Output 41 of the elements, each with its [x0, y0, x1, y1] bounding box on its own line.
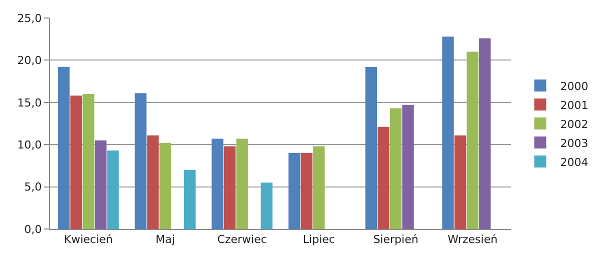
y-tick-label: 5,0: [24, 180, 42, 194]
x-tick-label: Sierpień: [373, 233, 418, 246]
bar: [288, 153, 300, 229]
bar: [82, 94, 94, 229]
bar: [260, 182, 273, 229]
legend-label: 2003: [560, 136, 588, 150]
bar: [442, 36, 454, 229]
legend-label: 2000: [560, 80, 588, 93]
bar: [70, 96, 82, 229]
bar: [224, 146, 236, 229]
bar: [58, 66, 70, 229]
y-tick-label: 25,0: [17, 12, 42, 25]
bar: [365, 66, 377, 229]
legend-label: 2002: [560, 118, 588, 131]
bar: [236, 138, 248, 229]
x-tick-label: Wrzesień: [448, 233, 498, 246]
bar: [466, 52, 478, 229]
x-tick-label: Czerwiec: [217, 233, 267, 246]
bar: [134, 93, 146, 229]
bar: [454, 135, 466, 229]
legend-label: 2004: [560, 156, 588, 169]
bar: [184, 170, 196, 229]
bar: [479, 38, 491, 229]
bar: [300, 153, 312, 229]
y-tick-label: 15,0: [17, 96, 42, 110]
bar: [147, 135, 159, 229]
x-tick-label: Kwiecień: [64, 233, 113, 246]
y-tick-label: 10,0: [17, 138, 42, 152]
bar: [378, 126, 390, 229]
bar: [390, 108, 402, 229]
y-tick-label: 0,0: [24, 222, 42, 236]
legend-label: 2001: [560, 98, 588, 112]
x-tick-label: Maj: [156, 233, 175, 246]
bar: [313, 146, 325, 229]
x-tick-label: Lipiec: [302, 233, 335, 246]
y-tick-label: 20,0: [17, 54, 42, 68]
bar: [159, 142, 172, 229]
bar: [107, 150, 119, 229]
bar: [94, 140, 107, 229]
bar: [212, 138, 224, 229]
bar: [402, 104, 414, 229]
